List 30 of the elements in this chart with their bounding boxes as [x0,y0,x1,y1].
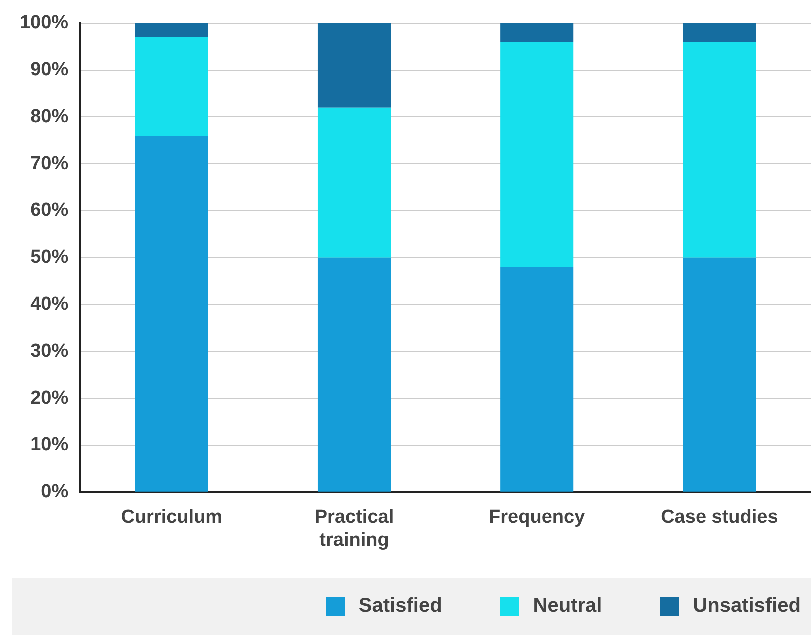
bar [683,42,756,258]
y-tick-label: 80% [30,106,69,128]
y-tick-label: 0% [41,482,69,503]
y-tick-label: 30% [30,340,69,362]
bar [318,108,392,258]
y-tick-label: 90% [30,60,69,81]
y-tick-label: 40% [30,294,69,316]
y-tick-label: 20% [30,388,69,409]
bar [318,258,392,492]
x-tick-label: Curriculum [121,507,223,528]
legend-label: Satisfied [358,595,442,618]
legend-label: Neutral [533,595,602,618]
bar [135,37,208,136]
bar [683,23,756,42]
y-tick-label: 60% [30,200,69,222]
y-tick-label: 10% [30,434,69,456]
bar [318,23,392,108]
y-tick-label: 50% [30,247,69,268]
x-tick-label: Case studies [661,507,778,528]
legend-label: Unsatisfied [693,595,801,618]
bar [500,23,574,42]
bar [135,136,208,492]
x-tick-label: Frequency [489,507,586,528]
bar [500,42,574,268]
x-tick-label: Practical training [314,507,394,551]
y-tick-label: 100% [20,12,69,34]
bar [500,267,574,492]
bar [683,258,756,492]
bar [135,23,208,38]
y-tick-label: 70% [30,153,69,174]
